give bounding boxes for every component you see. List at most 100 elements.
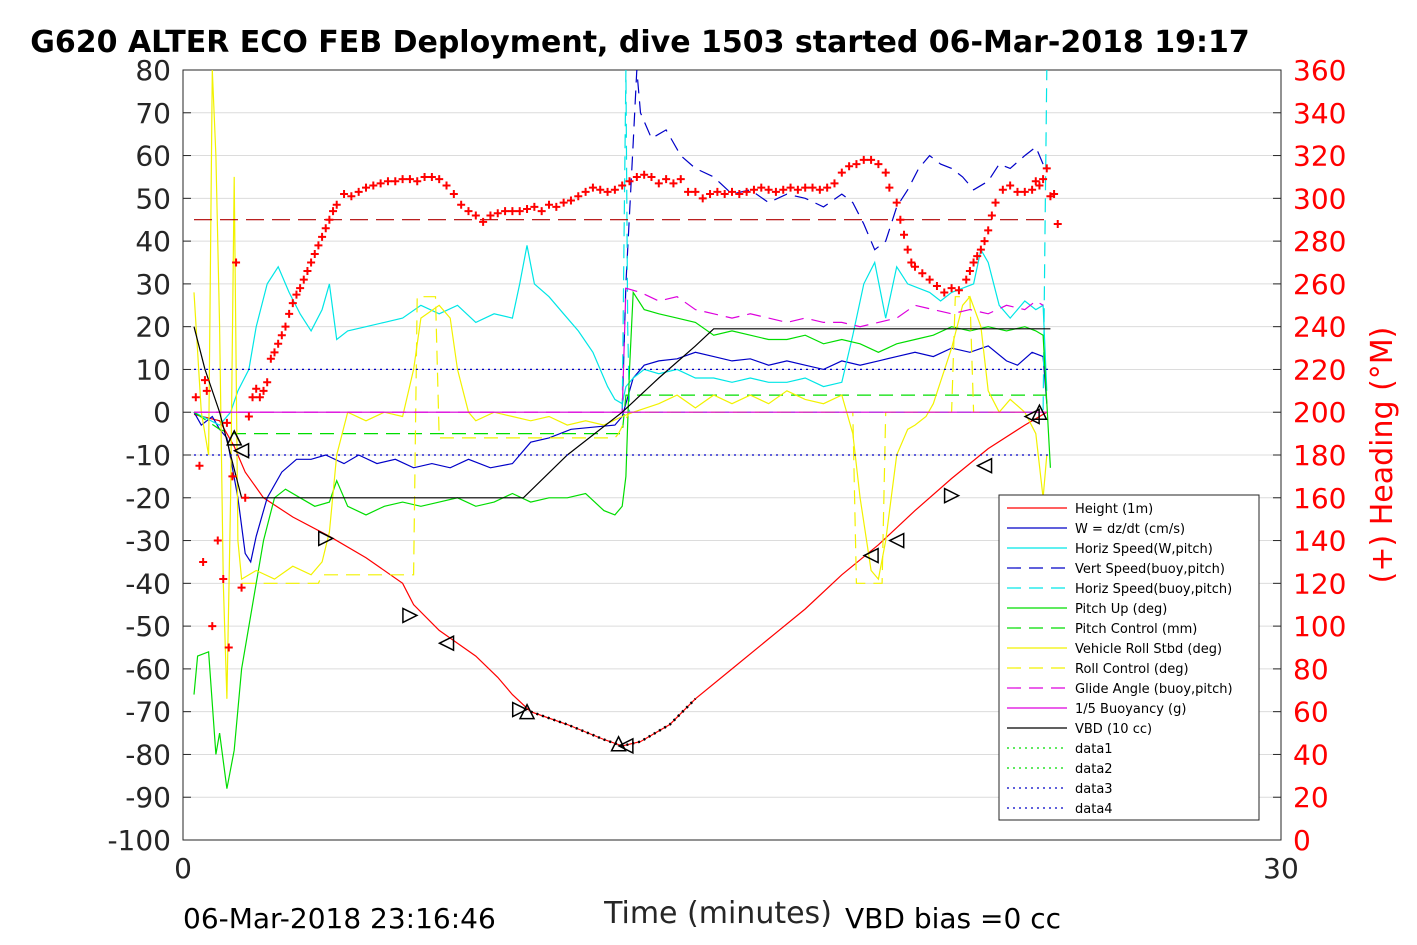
left-tick-label: 70	[135, 97, 171, 130]
vbd-bias-label: VBD bias =0 cc	[845, 902, 1061, 935]
heading-point	[259, 386, 268, 395]
heading-point	[786, 183, 795, 192]
right-tick-label: 320	[1293, 140, 1346, 173]
right-axis-ticks: 3603403203002802602402202001801601401201…	[1273, 54, 1346, 857]
heading-point	[191, 393, 200, 402]
dive-triangle-marker	[232, 442, 250, 459]
heading-point	[801, 183, 810, 192]
triangle-markers	[226, 403, 1048, 755]
dive-triangle-marker	[1023, 408, 1040, 425]
heading-point	[376, 179, 385, 188]
heading-point	[596, 185, 605, 194]
heading-point	[662, 175, 671, 184]
heading-point	[969, 258, 978, 267]
heading-point	[213, 536, 222, 545]
heading-point	[255, 393, 264, 402]
heading-point	[973, 252, 982, 261]
heading-point	[237, 583, 246, 592]
heading-point	[676, 175, 685, 184]
heading-point	[885, 183, 894, 192]
legend-label: Roll Control (deg)	[1075, 662, 1189, 677]
heading-point	[1006, 181, 1015, 190]
heading-point	[486, 211, 495, 220]
series-deepest-section	[530, 697, 697, 748]
heading-point	[845, 162, 854, 171]
heading-point	[837, 168, 846, 177]
dive-triangle-marker	[975, 457, 993, 474]
left-tick-label: 50	[135, 182, 171, 215]
right-tick-label: 220	[1293, 353, 1346, 386]
heading-point	[1050, 190, 1059, 199]
heading-point	[332, 200, 341, 209]
heading-point	[413, 177, 422, 186]
heading-point	[321, 224, 330, 233]
right-tick-label: 240	[1293, 311, 1346, 344]
heading-point	[208, 622, 217, 631]
heading-point	[391, 177, 400, 186]
series-layer	[193, 70, 1051, 789]
left-tick-label: -10	[125, 439, 171, 472]
heading-point	[647, 172, 656, 181]
heading-point	[442, 181, 451, 190]
heading-point	[764, 185, 773, 194]
heading-point	[530, 202, 539, 211]
heading-point	[669, 179, 678, 188]
heading-point	[303, 267, 312, 276]
heading-point	[405, 175, 414, 184]
heading-point	[559, 198, 568, 207]
heading-point	[383, 177, 392, 186]
heading-point	[859, 155, 868, 164]
heading-point	[793, 185, 802, 194]
heading-point	[867, 155, 876, 164]
series-glide-angle-buoy-pitch	[194, 287, 1044, 413]
heading-point	[232, 258, 241, 267]
left-tick-label: 10	[135, 353, 171, 386]
left-tick-label: -60	[125, 653, 171, 686]
heading-point	[823, 183, 832, 192]
legend-label: data4	[1075, 802, 1113, 817]
legend-label: Vehicle Roll Stbd (deg)	[1075, 642, 1222, 657]
heading-point	[435, 175, 444, 184]
heading-point	[248, 393, 257, 402]
heading-point	[523, 205, 532, 214]
heading-point	[288, 299, 297, 308]
left-tick-label: -20	[125, 482, 171, 515]
heading-point	[720, 190, 729, 199]
heading-point	[987, 211, 996, 220]
heading-point	[962, 275, 971, 284]
heading-point	[706, 190, 715, 199]
right-tick-label: 20	[1293, 781, 1329, 814]
left-tick-label: 60	[135, 140, 171, 173]
heading-point	[618, 181, 627, 190]
heading-point	[270, 348, 279, 357]
series-height-1m	[193, 411, 1048, 747]
heading-point	[508, 207, 517, 216]
heading-point	[219, 575, 228, 584]
heading-point	[1035, 181, 1044, 190]
heading-point	[552, 202, 561, 211]
heading-point	[281, 322, 290, 331]
right-tick-label: 360	[1293, 54, 1346, 87]
heading-point	[632, 172, 641, 181]
right-tick-label: 100	[1293, 610, 1346, 643]
heading-point	[771, 187, 780, 196]
dive-triangle-marker	[518, 702, 536, 720]
right-tick-label: 80	[1293, 653, 1329, 686]
heading-point	[625, 177, 634, 186]
heading-point	[735, 190, 744, 199]
heading-point	[911, 262, 919, 271]
left-axis-ticks: 80 70 60 50 40 30 20 10 0 -10 -20 -30 -40 -50 -60 -70 -8…	[107, 54, 191, 857]
series-pitch-control-mm	[193, 394, 1051, 435]
right-tick-label: 140	[1293, 525, 1346, 558]
series-horiz-speed-buoy-pitch	[621, 70, 1048, 413]
right-tick-label: 340	[1293, 97, 1346, 130]
right-tick-label: 200	[1293, 396, 1346, 429]
dive-triangle-marker	[862, 547, 879, 564]
legend-label: W = dz/dt (cm/s)	[1075, 522, 1185, 537]
heading-point	[369, 181, 378, 190]
heading-point	[713, 187, 722, 196]
series-pitch-up-deg	[193, 290, 1051, 789]
heading-point	[610, 185, 619, 194]
dive-triangle-marker	[943, 487, 961, 504]
heading-point	[222, 418, 231, 427]
